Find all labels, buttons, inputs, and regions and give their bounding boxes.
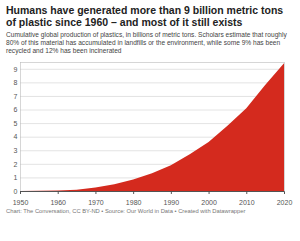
svg-text:1990: 1990 <box>164 199 180 206</box>
svg-text:5: 5 <box>14 120 18 127</box>
svg-text:6: 6 <box>14 106 18 113</box>
svg-text:1970: 1970 <box>88 199 104 206</box>
svg-text:2000: 2000 <box>201 199 217 206</box>
html-text:Humans have generated more tha: Humans have generated more than 9 billio… <box>6 4 284 28</box>
svg-text:0: 0 <box>14 188 18 195</box>
svg-text:2010: 2010 <box>239 199 255 206</box>
svg-text:8: 8 <box>14 79 18 86</box>
svg-text:1960: 1960 <box>50 199 66 206</box>
html-text:Chart: The Conversation, CC BY: Chart: The Conversation, CC BY-ND • Sour… <box>6 208 246 214</box>
svg-text:1: 1 <box>14 174 18 181</box>
svg-text:2: 2 <box>14 161 18 168</box>
svg-text:9: 9 <box>14 66 18 73</box>
svg-text:4: 4 <box>14 133 18 140</box>
svg-text:1980: 1980 <box>126 199 142 206</box>
svg-text:2020: 2020 <box>277 199 293 206</box>
html-text:Cumulative global production o: Cumulative global production of plastics… <box>6 31 287 54</box>
svg-text:7: 7 <box>14 93 18 100</box>
svg-text:1950: 1950 <box>13 199 29 206</box>
svg-text:3: 3 <box>14 147 18 154</box>
